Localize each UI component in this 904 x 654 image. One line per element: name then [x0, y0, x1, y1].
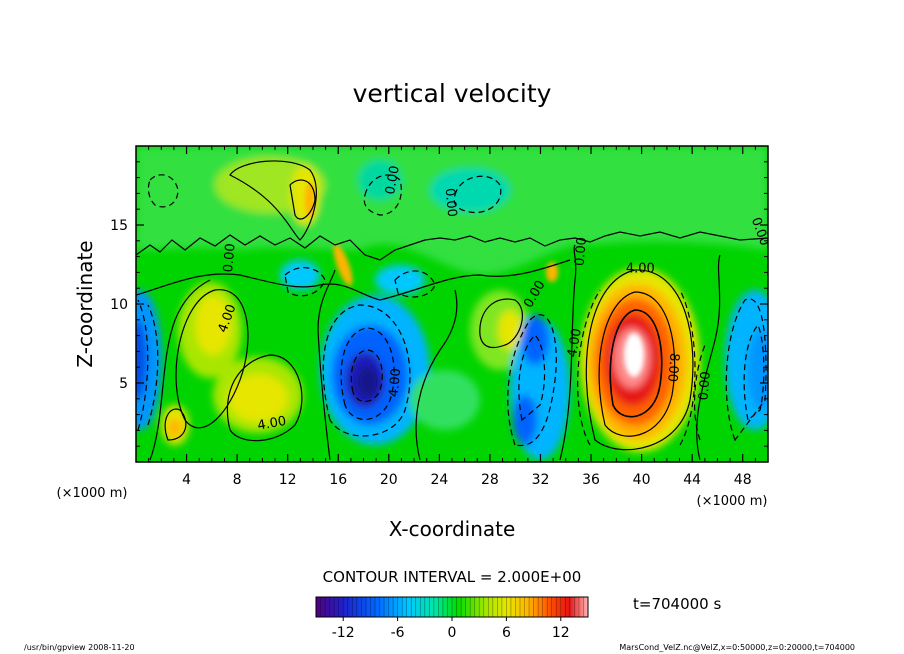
colorbar-gradient [316, 597, 588, 617]
x-tick-label: 20 [380, 472, 398, 488]
contour-labels: 4.004.000.000.000.004.000.004.000.004.00… [216, 165, 768, 434]
contour-interval-text: CONTOUR INTERVAL = 2.000E+00 [323, 568, 582, 586]
y-axis-label: Z-coordinate [73, 240, 97, 367]
x-tick-label: 12 [279, 472, 297, 488]
contour-label: 4.00 [626, 261, 655, 276]
footer-left: /usr/bin/gpview 2008-11-20 [24, 643, 135, 652]
z-unit-label: (×1000 m) [57, 486, 128, 501]
contour-label: 0.00 [573, 236, 590, 266]
colorbar-tick-label: -6 [391, 625, 405, 641]
colorbar: -12 -6 0 6 12 [315, 596, 589, 641]
contour-label: 0.00 [221, 243, 238, 273]
y-axis-ticks: 5 10 15 [110, 161, 768, 447]
contour-label: 4.00 [387, 368, 404, 398]
x-axis-ticks: 4 8 12 16 20 24 28 32 36 40 44 48 [148, 146, 756, 488]
time-text: t=704000 s [633, 595, 721, 613]
colorbar-tick-label: -12 [332, 625, 355, 641]
contour-label: 0.00 [696, 371, 713, 401]
colorbar-tick-label: 0 [448, 625, 457, 641]
contour-label: 0.00 [442, 187, 459, 217]
y-tick-label: 15 [110, 218, 128, 234]
contour-label: 0.00 [383, 165, 403, 196]
chart-title: vertical velocity [353, 79, 552, 108]
colorbar-tick-label: 12 [552, 625, 570, 641]
plot-area: 4.004.000.000.000.004.000.004.000.004.00… [136, 146, 768, 462]
x-tick-label: 44 [683, 472, 701, 488]
contour-lines [136, 160, 768, 461]
x-tick-label: 24 [430, 472, 448, 488]
colorbar-tick-label: 6 [502, 625, 511, 641]
y-tick-label: 10 [110, 297, 128, 313]
x-tick-label: 16 [329, 472, 347, 488]
x-tick-label: 32 [532, 472, 550, 488]
x-tick-label: 48 [734, 472, 752, 488]
x-tick-label: 40 [633, 472, 651, 488]
x-tick-label: 4 [182, 472, 191, 488]
contour-label: 8.00 [664, 352, 681, 382]
x-tick-label: 8 [233, 472, 242, 488]
x-tick-label: 36 [582, 472, 600, 488]
x-unit-label: (×1000 m) [697, 494, 768, 509]
x-axis-label: X-coordinate [389, 517, 516, 541]
field-cores [305, 182, 644, 396]
colorbar-ticks: -12 -6 0 6 12 [332, 617, 570, 641]
x-tick-label: 28 [481, 472, 499, 488]
footer-right: MarsCond_VelZ.nc@VelZ,x=0:50000,z=0:2000… [619, 643, 855, 652]
contour-label: 4.00 [565, 327, 585, 358]
y-tick-label: 5 [119, 376, 128, 392]
contour-label: 4.00 [256, 414, 287, 434]
